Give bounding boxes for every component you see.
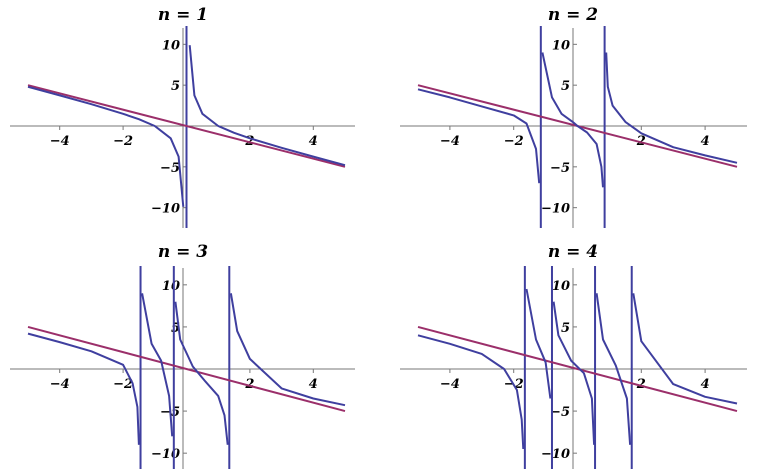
function-curve-branch (188, 45, 346, 167)
y-tick-label: −10 (541, 202, 570, 217)
x-tick-label: −2 (113, 377, 133, 392)
function-curve-branch (417, 334, 525, 450)
x-tick-label: 2 (244, 377, 254, 392)
y-tick-label: −5 (550, 405, 570, 420)
x-tick-label: −4 (440, 377, 460, 392)
y-tick-label: 5 (171, 321, 180, 336)
function-curve-branch (27, 85, 185, 207)
y-tick-label: 5 (561, 321, 570, 336)
y-tick-label: 5 (561, 79, 570, 94)
panel-title: n = 2 (548, 5, 598, 25)
y-tick-label: −10 (541, 447, 570, 462)
function-curve-branch (417, 88, 541, 184)
reference-line (27, 84, 346, 168)
function-curve-branch (27, 332, 140, 445)
x-tick-label: −4 (50, 134, 70, 149)
panel-title: n = 3 (158, 242, 208, 262)
y-tick-label: 10 (552, 38, 570, 53)
function-curve-branch (552, 301, 596, 445)
function-curve-branch (541, 52, 604, 188)
y-tick-label: −10 (151, 202, 180, 217)
x-tick-label: 4 (701, 134, 710, 149)
y-tick-label: −10 (151, 447, 180, 462)
x-tick-label: −2 (504, 134, 524, 149)
function-curve-branch (605, 52, 738, 164)
x-tick-label: −4 (50, 377, 70, 392)
function-curve-branch (141, 293, 174, 437)
function-curve-branch (632, 293, 738, 405)
x-tick-label: 4 (309, 134, 318, 149)
x-tick-label: −2 (113, 134, 133, 149)
reference-line (417, 325, 738, 413)
reference-line (27, 325, 346, 413)
panel-title: n = 4 (548, 242, 598, 262)
panel-title: n = 1 (158, 5, 208, 25)
function-curve-branch (174, 301, 229, 445)
y-tick-label: −5 (550, 161, 570, 176)
x-tick-label: 4 (701, 377, 710, 392)
y-tick-label: 5 (171, 79, 180, 94)
y-tick-label: −5 (160, 161, 180, 176)
function-curve-branch (229, 293, 346, 407)
x-tick-label: 2 (636, 377, 646, 392)
function-curve-branch (595, 293, 632, 445)
x-tick-label: 4 (309, 377, 318, 392)
x-tick-label: −4 (440, 134, 460, 149)
function-curve-branch (525, 288, 552, 399)
y-tick-label: 10 (552, 279, 570, 294)
y-tick-label: 10 (162, 38, 180, 53)
y-tick-label: 10 (162, 279, 180, 294)
